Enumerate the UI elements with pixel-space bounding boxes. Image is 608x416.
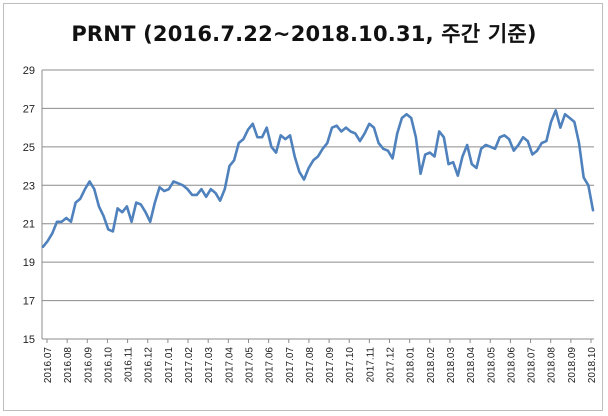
x-tick-label: 2018.02 [426, 347, 437, 384]
x-tick-label: 2016.07 [43, 347, 54, 384]
y-tick-label: 19 [23, 257, 35, 269]
y-tick-label: 25 [23, 142, 35, 154]
x-tick-label: 2017.07 [285, 347, 296, 384]
gridlines [42, 69, 594, 340]
x-tick-label: 2017.09 [325, 347, 336, 384]
y-tick-label: 17 [23, 296, 35, 308]
x-tick-label: 2018.01 [406, 347, 417, 384]
x-tick-label: 2017.04 [224, 347, 235, 384]
x-tick-label: 2016.08 [63, 347, 74, 384]
chart-frame [3, 3, 603, 411]
x-axis: 2016.07 2016.08 2016.09 2016.10 2016.11 2016.… [42, 338, 598, 384]
x-tick-label: 2017.05 [244, 347, 255, 384]
x-tick-label: 2018.05 [486, 347, 497, 384]
x-tick-label: 2017.03 [204, 347, 215, 384]
x-tick-label: 2018.09 [567, 347, 578, 384]
x-tick-label: 2017.11 [365, 347, 376, 383]
y-tick-label: 27 [23, 103, 35, 115]
y-tick-label: 15 [23, 334, 35, 346]
x-tick-label: 2017.10 [345, 347, 356, 384]
x-tick-label: 2017.06 [265, 347, 276, 384]
x-tick-label: 2018.10 [587, 347, 598, 384]
y-tick-label: 23 [23, 180, 35, 192]
x-tick-label: 2018.06 [506, 347, 517, 384]
x-tick-label: 2018.03 [446, 347, 457, 384]
x-tick-label: 2016.09 [83, 347, 94, 384]
x-tick-label: 2018.04 [466, 347, 477, 384]
x-tick-label: 2016.12 [144, 347, 155, 384]
x-tick-label: 2017.08 [305, 347, 316, 384]
x-tick-label: 2017.01 [164, 347, 175, 384]
x-tick-label: 2018.08 [547, 347, 558, 384]
y-tick-label: 29 [23, 65, 35, 77]
x-tick-label: 2018.07 [527, 347, 538, 384]
chart-title: PRNT (2016.7.22~2018.10.31, 주간 기준) [71, 22, 537, 46]
y-tick-label: 21 [23, 219, 35, 231]
series-group [41, 109, 595, 249]
x-tick-label: 2017.12 [386, 347, 397, 384]
x-tick-label: 2016.11 [124, 347, 135, 383]
series-line-prnt [41, 109, 595, 249]
x-tick-label: 2016.10 [103, 347, 114, 384]
x-tick-label: 2017.02 [184, 347, 195, 384]
y-axis: 15 17 19 21 23 25 27 29 [23, 65, 43, 346]
